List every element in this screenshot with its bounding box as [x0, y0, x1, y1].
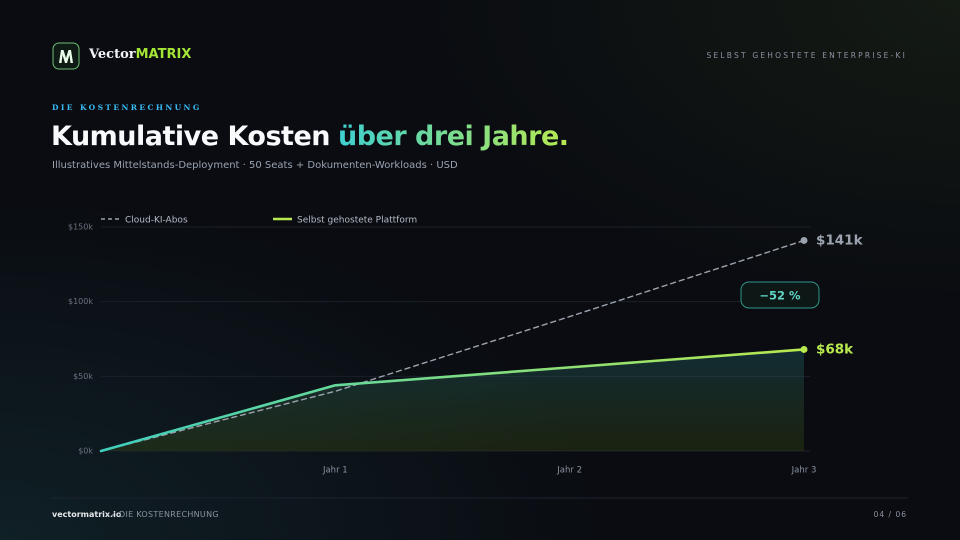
brand: VectorMATRIX — [89, 47, 191, 62]
value-label: $68k — [816, 341, 854, 357]
line — [99, 348, 806, 453]
end-point — [800, 236, 808, 244]
y-tick-label: $50k — [73, 372, 93, 381]
y-tick-label: $150k — [68, 223, 93, 232]
value-label: $141k — [816, 232, 864, 248]
footer-section: DIE KOSTENRECHNUNG — [119, 510, 219, 519]
logo-mark — [59, 50, 73, 63]
title-lead: Kumulative Kosten — [51, 121, 330, 152]
legend-label: Selbst gehostete Plattform — [297, 216, 417, 226]
plot: $0k $50k $100k $150k Jahr 1 Jahr 2 Jahr 3 Cloud… — [68, 216, 864, 476]
annotation-box — [740, 281, 820, 309]
end-point — [800, 345, 808, 353]
eyebrow: DIE KOSTENRECHNUNG — [52, 103, 202, 112]
annotation: −52 % — [759, 288, 801, 302]
x-tick-label: Jahr 1 — [322, 466, 348, 476]
x-tick-label: Jahr 2 — [556, 466, 582, 476]
y-tick-label: $100k — [68, 297, 93, 306]
footer-page: 04 / 06 — [873, 510, 907, 519]
brand-lead: Vector — [89, 47, 136, 62]
title-accent: über drei Jahre. — [337, 121, 569, 152]
x-tick-label: Jahr 3 — [791, 466, 817, 476]
subtitle: Illustratives Mittelstands-Deployment · … — [52, 160, 458, 171]
footer-dot — [112, 514, 114, 516]
logo-box — [52, 42, 80, 70]
legend-label: Cloud-KI-Abos — [125, 216, 188, 226]
y-tick-label: $0k — [78, 447, 93, 456]
area — [101, 349, 804, 451]
line — [100, 239, 805, 452]
tagline: SELBST GEHOSTETE ENTERPRISE-KI — [706, 51, 907, 60]
title: Kumulative Kosten über drei Jahre. — [51, 121, 569, 152]
brand-accent: MATRIX — [135, 47, 192, 62]
footer-site: vectormatrix.io — [52, 510, 122, 519]
